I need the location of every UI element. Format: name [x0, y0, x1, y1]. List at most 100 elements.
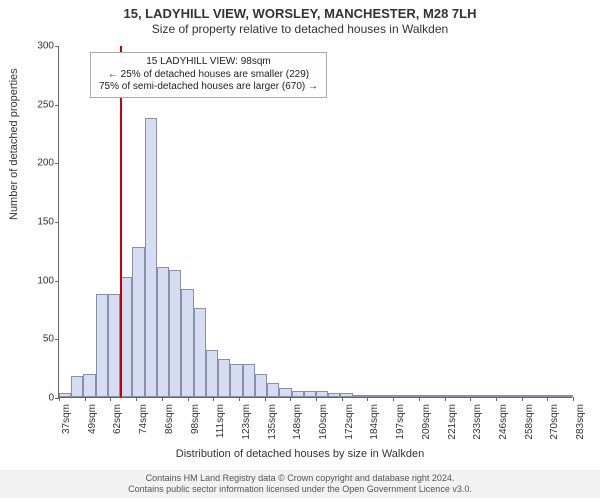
x-tick-mark — [522, 397, 523, 401]
histogram-bar — [561, 395, 573, 397]
x-tick-label: 246sqm — [498, 404, 509, 440]
histogram-bar — [267, 383, 279, 397]
x-tick-mark — [59, 397, 60, 401]
y-tick-mark — [55, 222, 59, 223]
footer-line1: Contains HM Land Registry data © Crown c… — [0, 473, 600, 484]
y-tick-mark — [55, 105, 59, 106]
x-tick-label: 233sqm — [472, 404, 483, 440]
x-tick-mark — [265, 397, 266, 401]
x-tick-mark — [85, 397, 86, 401]
histogram-bar — [83, 374, 95, 397]
x-tick-mark — [393, 397, 394, 401]
histogram-plot-area — [58, 46, 572, 398]
x-tick-mark — [316, 397, 317, 401]
histogram-bar — [377, 395, 389, 397]
x-tick-label: 98sqm — [190, 404, 201, 434]
histogram-bar — [549, 395, 561, 397]
histogram-bar — [402, 395, 414, 397]
x-tick-mark — [136, 397, 137, 401]
info-line-property: 15 LADYHILL VIEW: 98sqm — [99, 56, 318, 69]
x-tick-mark — [573, 397, 574, 401]
x-tick-label: 74sqm — [138, 404, 149, 434]
histogram-bar — [487, 395, 499, 397]
histogram-bar — [426, 395, 438, 397]
histogram-bar — [194, 308, 206, 397]
x-tick-label: 86sqm — [164, 404, 175, 434]
x-axis-label: Distribution of detached houses by size … — [0, 448, 600, 460]
x-tick-mark — [239, 397, 240, 401]
x-tick-mark — [419, 397, 420, 401]
property-info-box: 15 LADYHILL VIEW: 98sqm ← 25% of detache… — [90, 52, 327, 98]
y-tick-label: 150 — [24, 217, 54, 228]
y-tick-label: 0 — [24, 393, 54, 404]
info-line-larger: 75% of semi-detached houses are larger (… — [99, 81, 318, 94]
x-tick-label: 49sqm — [87, 404, 98, 434]
x-tick-label: 37sqm — [61, 404, 72, 434]
x-tick-label: 123sqm — [241, 404, 252, 440]
x-tick-mark — [290, 397, 291, 401]
histogram-bar — [316, 391, 328, 397]
x-tick-label: 62sqm — [112, 404, 123, 434]
histogram-bar — [218, 359, 230, 397]
attribution-footer: Contains HM Land Registry data © Crown c… — [0, 470, 600, 498]
x-tick-label: 160sqm — [318, 404, 329, 440]
x-tick-mark — [110, 397, 111, 401]
y-tick-mark — [55, 281, 59, 282]
histogram-bar — [475, 395, 487, 397]
histogram-bar — [524, 395, 536, 397]
x-tick-mark — [470, 397, 471, 401]
histogram-bar — [59, 393, 71, 397]
x-tick-mark — [342, 397, 343, 401]
x-tick-mark — [162, 397, 163, 401]
x-tick-mark — [367, 397, 368, 401]
x-tick-mark — [547, 397, 548, 401]
x-tick-label: 172sqm — [344, 404, 355, 440]
y-tick-mark — [55, 163, 59, 164]
chart-title-line1: 15, LADYHILL VIEW, WORSLEY, MANCHESTER, … — [0, 6, 600, 21]
y-axis-label: Number of detached properties — [8, 68, 20, 220]
footer-line2: Contains public sector information licen… — [0, 484, 600, 495]
x-tick-label: 111sqm — [215, 404, 226, 438]
x-tick-label: 283sqm — [575, 404, 586, 440]
histogram-bar — [243, 364, 255, 397]
x-tick-mark — [445, 397, 446, 401]
x-tick-label: 258sqm — [524, 404, 535, 440]
y-tick-mark — [55, 339, 59, 340]
property-marker-line — [120, 46, 122, 397]
x-tick-mark — [213, 397, 214, 401]
x-tick-label: 135sqm — [267, 404, 278, 440]
histogram-bar — [206, 350, 218, 397]
histogram-bar — [108, 294, 120, 397]
x-tick-mark — [496, 397, 497, 401]
histogram-bar — [120, 277, 132, 397]
histogram-bar — [157, 267, 169, 397]
histogram-bar — [255, 374, 267, 397]
x-tick-mark — [188, 397, 189, 401]
histogram-bar — [451, 395, 463, 397]
histogram-bar — [279, 388, 291, 397]
x-tick-label: 221sqm — [447, 404, 458, 440]
histogram-bar — [500, 395, 512, 397]
histogram-bar — [389, 395, 401, 397]
chart-title-line2: Size of property relative to detached ho… — [0, 22, 600, 36]
histogram-bar — [292, 391, 304, 397]
histogram-bar — [181, 289, 193, 397]
histogram-bar — [304, 391, 316, 397]
histogram-bar — [96, 294, 108, 397]
histogram-bar — [71, 376, 83, 397]
y-tick-label: 200 — [24, 158, 54, 169]
y-tick-label: 100 — [24, 275, 54, 286]
histogram-bar — [230, 364, 242, 397]
info-line-smaller: ← 25% of detached houses are smaller (22… — [99, 69, 318, 82]
histogram-bar — [463, 395, 475, 397]
histogram-bar — [328, 393, 340, 397]
chart-title-block: 15, LADYHILL VIEW, WORSLEY, MANCHESTER, … — [0, 0, 600, 36]
y-tick-label: 250 — [24, 99, 54, 110]
histogram-bar — [169, 270, 181, 397]
y-tick-mark — [55, 46, 59, 47]
x-tick-label: 148sqm — [292, 404, 303, 440]
histogram-bar — [353, 395, 365, 397]
x-tick-label: 209sqm — [421, 404, 432, 440]
histogram-bar — [145, 118, 157, 397]
x-tick-label: 197sqm — [395, 404, 406, 440]
